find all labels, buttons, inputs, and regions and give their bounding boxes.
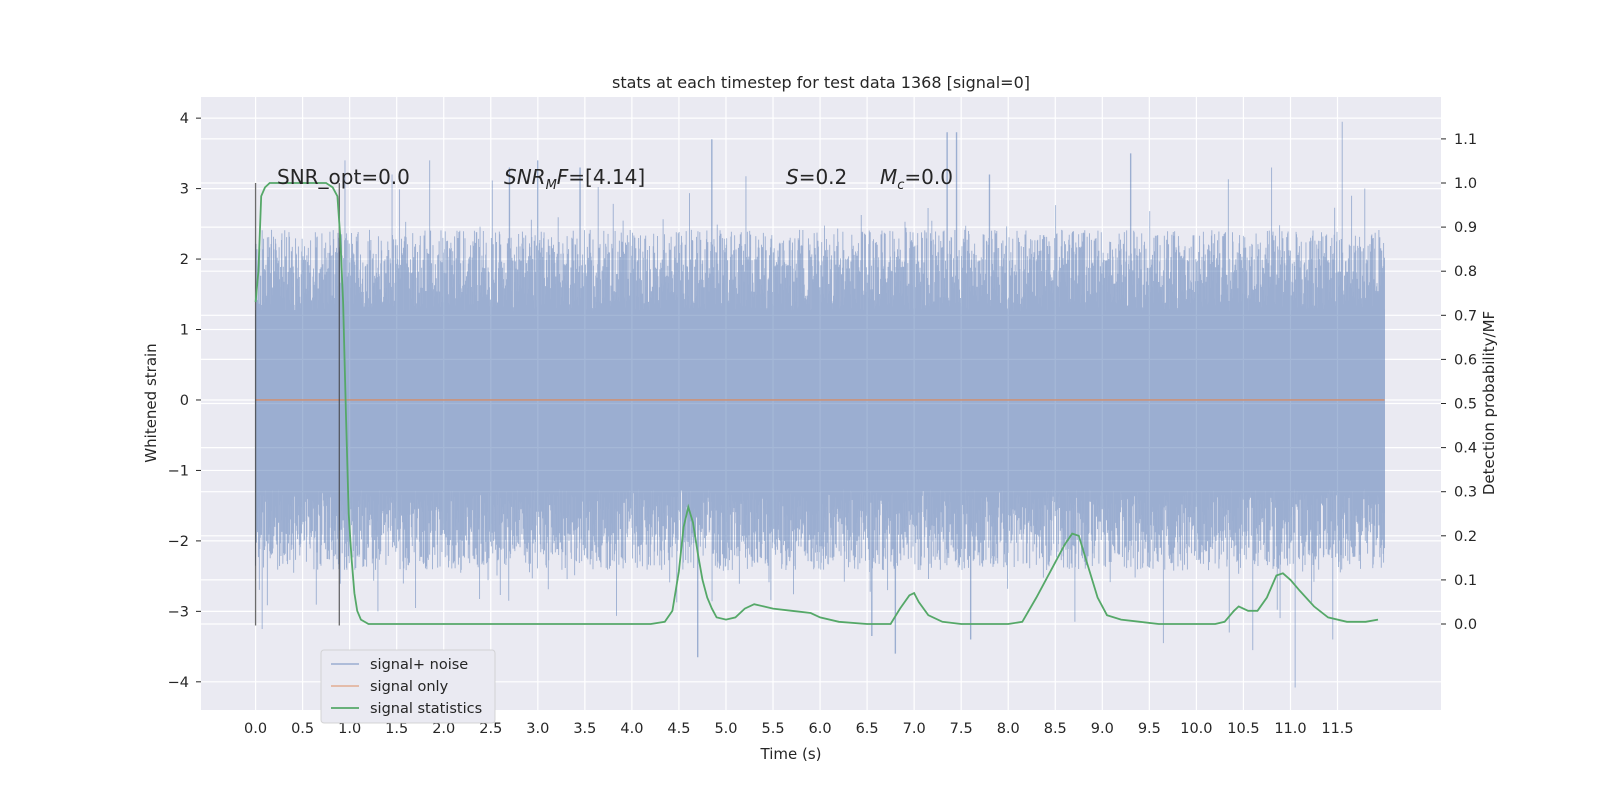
y-right-tick-label: 0.2 xyxy=(1454,529,1477,545)
x-tick-label: 2.5 xyxy=(479,721,502,737)
y-tick-label: 1 xyxy=(180,323,189,339)
annotation-s-stat: S=0.2 xyxy=(786,165,847,189)
x-tick-label: 6.0 xyxy=(809,721,832,737)
y-tick-label: 3 xyxy=(180,182,189,198)
x-tick-label: 3.0 xyxy=(526,721,549,737)
legend-label-signal-only: signal only xyxy=(370,679,449,695)
x-tick-label: 10.5 xyxy=(1227,721,1259,737)
y-right-tick-label: 0.0 xyxy=(1454,617,1477,633)
y-right-tick-label: 0.9 xyxy=(1454,220,1477,236)
annotations: SNR_opt=0.0 SNRMF=[4.14] S=0.2 Mc=0.0 xyxy=(277,165,953,193)
x-tick-label: 5.5 xyxy=(761,721,784,737)
x-tick-label: 5.0 xyxy=(714,721,737,737)
x-tick-label: 2.0 xyxy=(432,721,455,737)
x-tick-label: 9.5 xyxy=(1138,721,1161,737)
y-right-tick-label: 0.5 xyxy=(1454,397,1477,413)
x-tick-label: 7.0 xyxy=(903,721,926,737)
y-right-tick-label: 0.4 xyxy=(1454,441,1477,457)
x-tick-label: 11.5 xyxy=(1321,721,1353,737)
x-tick-label: 7.5 xyxy=(950,721,973,737)
y-right-tick-label: 0.8 xyxy=(1454,264,1477,280)
x-tick-label: 11.0 xyxy=(1274,721,1306,737)
y-right-tick-label: 0.1 xyxy=(1454,573,1477,589)
x-axis-ticks: 0.0 0.5 1.0 1.5 2.0 2.5 3.0 3.5 4.0 4.5 5.0 5.5 6.0 6… xyxy=(244,721,1354,737)
series-signal-statistics xyxy=(254,182,1379,625)
y-tick-label: 0 xyxy=(180,393,189,409)
x-tick-label: 0.0 xyxy=(244,721,267,737)
annotation-snr-opt: SNR_opt=0.0 xyxy=(277,165,410,189)
x-tick-label: 1.0 xyxy=(338,721,361,737)
legend: signal+ noise signal only signal statist… xyxy=(320,649,496,724)
chart-title: stats at each timestep for test data 136… xyxy=(612,73,1030,92)
y-axis-label: Whitened strain xyxy=(142,343,160,462)
y-axis-ticks: 4 3 2 1 0 −1 −2 −3 −4 xyxy=(168,111,201,691)
y-tick-label: −2 xyxy=(168,534,189,550)
x-axis-label: Time (s) xyxy=(760,745,822,763)
x-tick-label: 8.0 xyxy=(997,721,1020,737)
legend-label-signal-statistics: signal statistics xyxy=(370,701,482,717)
y-right-tick-label: 0.7 xyxy=(1454,308,1477,324)
y-tick-label: 2 xyxy=(180,252,189,268)
x-tick-label: 0.5 xyxy=(291,721,314,737)
x-tick-label: 1.5 xyxy=(385,721,408,737)
y-right-tick-label: 1.0 xyxy=(1454,176,1477,192)
x-tick-label: 10.0 xyxy=(1180,721,1212,737)
y-right-axis-ticks: 1.1 1.0 0.9 0.8 0.7 0.6 0.5 0.4 0.3 0.2 0.1 0.0 xyxy=(1441,132,1477,633)
x-tick-label: 4.5 xyxy=(667,721,690,737)
x-tick-label: 8.5 xyxy=(1044,721,1067,737)
y-right-tick-label: 0.6 xyxy=(1454,352,1477,368)
legend-box xyxy=(320,649,496,724)
x-tick-label: 3.5 xyxy=(573,721,596,737)
y-right-tick-label: 0.3 xyxy=(1454,485,1477,501)
annotation-snr-mf: SNRMF=[4.14] xyxy=(504,165,645,193)
y-right-axis-label: Detection probability/MF xyxy=(1480,311,1498,495)
y-tick-label: 4 xyxy=(180,111,189,127)
x-tick-label: 4.0 xyxy=(620,721,643,737)
legend-label-signal-noise: signal+ noise xyxy=(370,657,468,673)
signal-statistics-line xyxy=(254,182,1379,625)
y-tick-label: −4 xyxy=(168,675,189,691)
x-tick-label: 9.0 xyxy=(1091,721,1114,737)
y-right-tick-label: 1.1 xyxy=(1454,132,1477,148)
x-tick-label: 6.5 xyxy=(856,721,879,737)
vertical-markers xyxy=(254,182,340,626)
y-tick-label: −3 xyxy=(168,604,189,620)
y-tick-label: −1 xyxy=(168,463,189,479)
annotation-m-chirp: Mc=0.0 xyxy=(880,165,953,193)
